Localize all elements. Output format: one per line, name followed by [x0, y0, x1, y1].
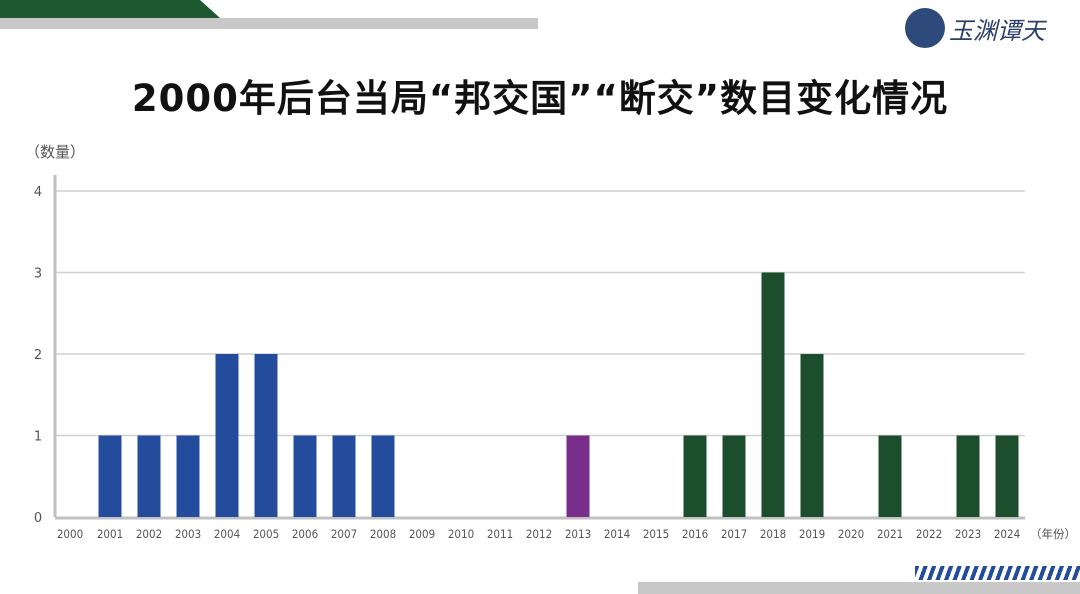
bottom-gray-band [638, 582, 1080, 594]
bar-2019 [800, 354, 824, 517]
x-tick-label: 2018 [760, 527, 786, 541]
bar-2007 [332, 435, 356, 517]
bar-2001 [98, 435, 122, 517]
x-tick-label: 2003 [175, 527, 201, 541]
x-tick-label: 2017 [721, 527, 747, 541]
bar-2006 [293, 435, 317, 517]
x-tick-label: 2005 [253, 527, 279, 541]
bottom-stripes [915, 566, 1080, 580]
y-tick-label: 4 [34, 185, 42, 200]
bar-2013 [566, 435, 590, 517]
bar-2004 [215, 354, 239, 517]
x-tick-label: 2010 [448, 527, 474, 541]
x-tick-label: 2020 [838, 527, 864, 541]
y-tick-label: 1 [34, 430, 42, 445]
x-axis-label: （年份） [1030, 527, 1076, 541]
y-tick-label: 2 [34, 348, 42, 363]
bar-2002 [137, 435, 161, 517]
x-tick-label: 2004 [214, 527, 240, 541]
logo: 玉渊谭天 [905, 8, 1045, 48]
x-tick-label: 2007 [331, 527, 357, 541]
x-tick-label: 2001 [97, 527, 123, 541]
x-tick-label: 2022 [916, 527, 942, 541]
bar-2008 [371, 435, 395, 517]
x-tick-label: 2013 [565, 527, 591, 541]
bar-2003 [176, 435, 200, 517]
x-tick-label: 2002 [136, 527, 162, 541]
x-tick-label: 2012 [526, 527, 552, 541]
top-gray-band [0, 18, 538, 29]
x-tick-label: 2006 [292, 527, 318, 541]
bar-2017 [722, 435, 746, 517]
x-tick-label: 2021 [877, 527, 903, 541]
bar-2018 [761, 272, 785, 517]
bar-2016 [683, 435, 707, 517]
y-axis-label: （数量） [25, 143, 86, 161]
chart-title: 2000年后台当局“邦交国”“断交”数目变化情况 [131, 77, 949, 120]
logo-emblem-icon [905, 8, 945, 48]
x-tick-label: 2015 [643, 527, 669, 541]
bar-2021 [878, 435, 902, 517]
x-tick-label: 2009 [409, 527, 435, 541]
x-tick-label: 2014 [604, 527, 630, 541]
y-tick-label: 3 [34, 267, 42, 282]
x-tick-label: 2019 [799, 527, 825, 541]
x-tick-label: 2011 [487, 527, 513, 541]
x-tick-label: 2016 [682, 527, 708, 541]
x-tick-label: 2008 [370, 527, 396, 541]
bar-2024 [995, 435, 1019, 517]
bar-2005 [254, 354, 278, 517]
y-tick-label: 0 [34, 511, 42, 526]
bar-2023 [956, 435, 980, 517]
top-green-band [0, 0, 220, 18]
x-tick-label: 2024 [994, 527, 1020, 541]
logo-text: 玉渊谭天 [949, 16, 1045, 45]
x-tick-label: 2023 [955, 527, 981, 541]
x-tick-label: 2000 [57, 527, 83, 541]
